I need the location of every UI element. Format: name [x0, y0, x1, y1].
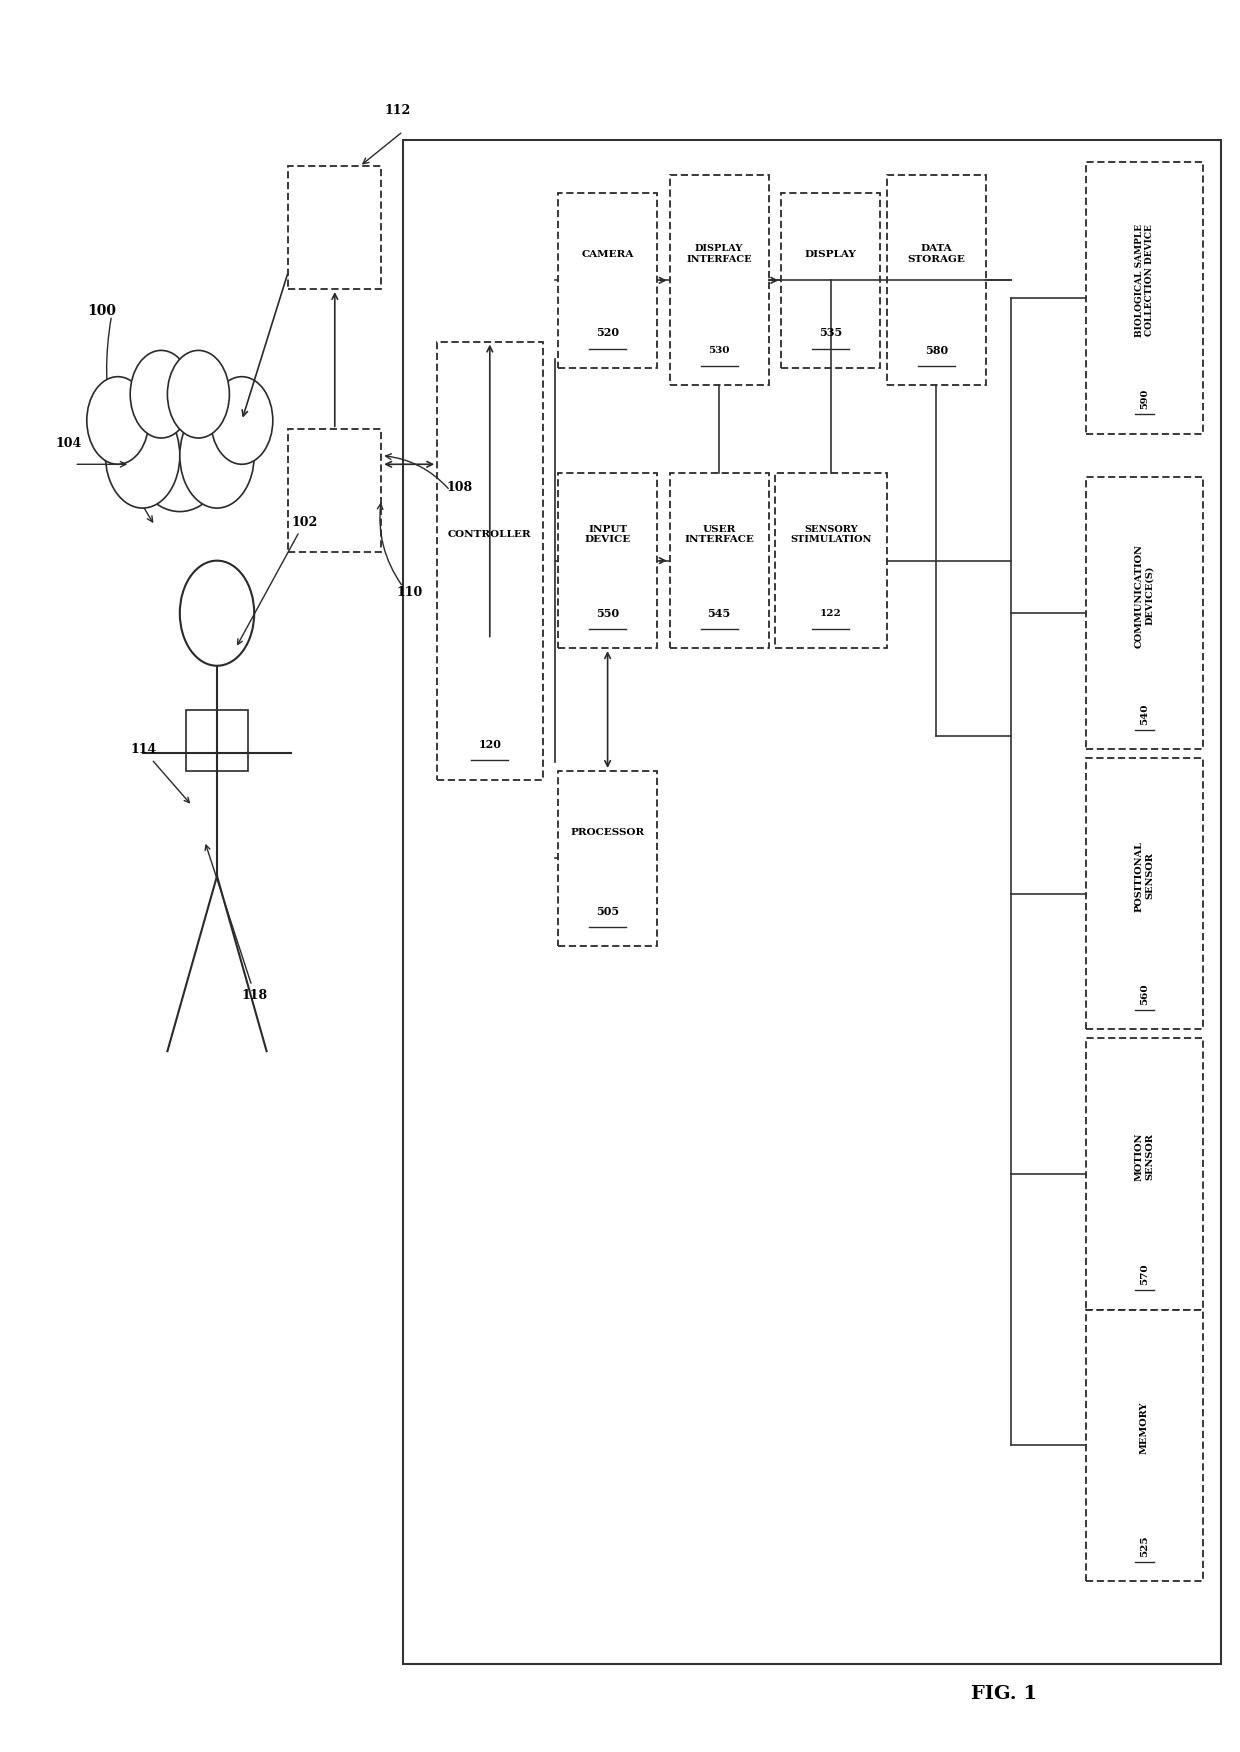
- Text: 122: 122: [820, 608, 842, 618]
- Text: PROCESSOR: PROCESSOR: [570, 827, 645, 837]
- FancyBboxPatch shape: [558, 771, 657, 946]
- Circle shape: [167, 350, 229, 438]
- Text: 590: 590: [1140, 389, 1149, 408]
- Text: MOTION
SENSOR: MOTION SENSOR: [1135, 1132, 1154, 1181]
- Circle shape: [211, 377, 273, 464]
- Circle shape: [180, 403, 254, 508]
- Text: 520: 520: [596, 328, 619, 338]
- FancyBboxPatch shape: [670, 175, 769, 385]
- Text: 530: 530: [708, 345, 730, 356]
- Text: 110: 110: [397, 585, 423, 599]
- Text: 580: 580: [925, 345, 947, 356]
- Text: 100: 100: [87, 305, 115, 319]
- Text: POSITIONAL
SENSOR: POSITIONAL SENSOR: [1135, 841, 1154, 911]
- Circle shape: [128, 364, 232, 512]
- FancyBboxPatch shape: [775, 473, 887, 648]
- Text: 570: 570: [1140, 1263, 1149, 1286]
- FancyBboxPatch shape: [288, 429, 382, 552]
- Text: USER
INTERFACE: USER INTERFACE: [684, 524, 754, 545]
- FancyBboxPatch shape: [438, 342, 543, 780]
- FancyBboxPatch shape: [887, 175, 986, 385]
- FancyBboxPatch shape: [558, 473, 657, 648]
- Bar: [186, 710, 248, 771]
- Circle shape: [87, 377, 149, 464]
- Text: 104: 104: [56, 436, 82, 450]
- Text: 550: 550: [596, 608, 619, 618]
- FancyBboxPatch shape: [670, 473, 769, 648]
- Text: CONTROLLER: CONTROLLER: [448, 529, 532, 540]
- Text: DISPLAY
INTERFACE: DISPLAY INTERFACE: [687, 244, 751, 265]
- Text: DISPLAY: DISPLAY: [805, 249, 857, 259]
- FancyBboxPatch shape: [781, 193, 880, 368]
- Text: 535: 535: [820, 328, 842, 338]
- FancyBboxPatch shape: [1086, 1037, 1203, 1310]
- Text: CAMERA: CAMERA: [582, 249, 634, 259]
- Text: 108: 108: [446, 480, 472, 494]
- Text: 525: 525: [1140, 1535, 1149, 1558]
- Text: 540: 540: [1140, 703, 1149, 725]
- Text: 112: 112: [384, 103, 410, 117]
- Text: MEMORY: MEMORY: [1140, 1402, 1149, 1454]
- Circle shape: [130, 350, 192, 438]
- Circle shape: [105, 403, 180, 508]
- FancyBboxPatch shape: [1086, 1310, 1203, 1580]
- FancyBboxPatch shape: [1086, 163, 1203, 434]
- Text: DATA
STORAGE: DATA STORAGE: [908, 244, 965, 265]
- Bar: [403, 140, 1221, 1664]
- Text: 120: 120: [479, 739, 501, 750]
- FancyBboxPatch shape: [1086, 477, 1203, 750]
- FancyBboxPatch shape: [288, 166, 382, 289]
- Text: 545: 545: [708, 608, 730, 618]
- Text: SENSORY
STIMULATION: SENSORY STIMULATION: [790, 524, 872, 545]
- Text: BIOLOGICAL SAMPLE
COLLECTION DEVICE: BIOLOGICAL SAMPLE COLLECTION DEVICE: [1135, 224, 1154, 336]
- Text: FIG. 1: FIG. 1: [971, 1685, 1038, 1703]
- Text: 102: 102: [238, 515, 317, 645]
- Text: 118: 118: [205, 844, 268, 1002]
- FancyBboxPatch shape: [558, 193, 657, 368]
- Text: INPUT
DEVICE: INPUT DEVICE: [584, 524, 631, 545]
- Text: 560: 560: [1140, 983, 1149, 1006]
- Text: COMMUNICATION
DEVICE(S): COMMUNICATION DEVICE(S): [1135, 543, 1154, 648]
- Text: 505: 505: [596, 906, 619, 916]
- Text: 114: 114: [130, 743, 190, 802]
- FancyBboxPatch shape: [1086, 757, 1203, 1030]
